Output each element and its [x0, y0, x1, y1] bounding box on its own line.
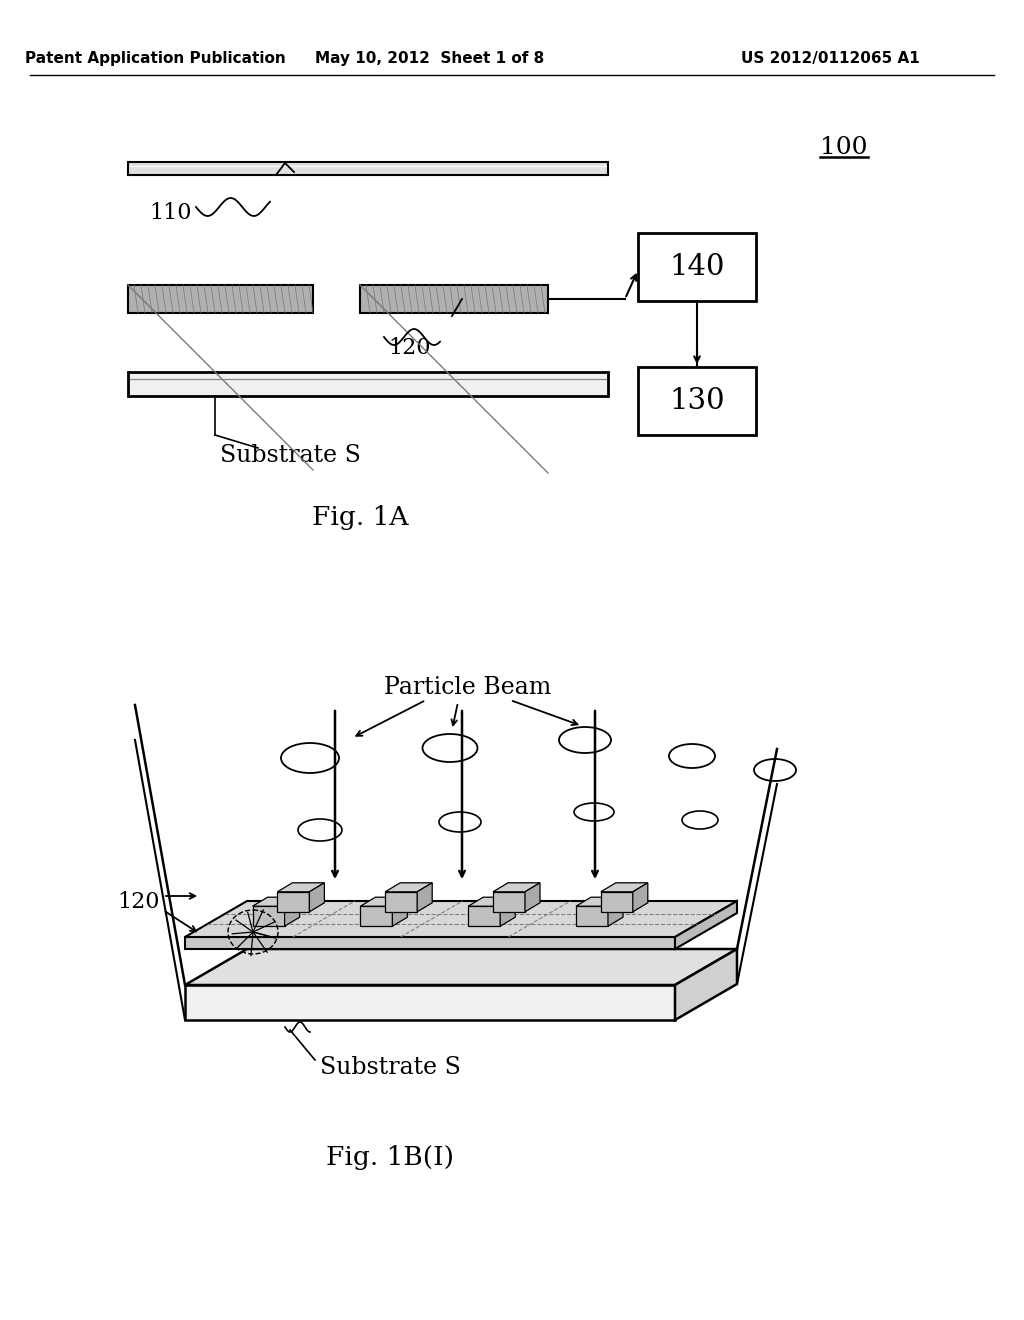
- Polygon shape: [493, 892, 525, 912]
- Polygon shape: [575, 898, 623, 907]
- Polygon shape: [385, 883, 432, 892]
- Polygon shape: [500, 898, 515, 927]
- Polygon shape: [253, 907, 285, 927]
- Bar: [638, 367, 756, 436]
- Polygon shape: [360, 898, 408, 907]
- Bar: [128, 162, 608, 176]
- Polygon shape: [185, 949, 737, 985]
- Polygon shape: [675, 902, 737, 949]
- Text: Substrate S: Substrate S: [219, 444, 360, 466]
- Polygon shape: [278, 892, 309, 912]
- Polygon shape: [185, 985, 675, 1020]
- Polygon shape: [253, 898, 300, 907]
- Bar: [128, 285, 313, 313]
- Polygon shape: [608, 898, 623, 927]
- Bar: [360, 285, 548, 313]
- Polygon shape: [601, 883, 648, 892]
- Polygon shape: [468, 898, 515, 907]
- Polygon shape: [633, 883, 648, 912]
- Polygon shape: [525, 883, 540, 912]
- Polygon shape: [285, 898, 300, 927]
- Text: Patent Application Publication: Patent Application Publication: [25, 50, 286, 66]
- Polygon shape: [278, 883, 325, 892]
- Polygon shape: [185, 937, 675, 949]
- Bar: [128, 372, 608, 396]
- Polygon shape: [360, 907, 392, 927]
- Polygon shape: [417, 883, 432, 912]
- Polygon shape: [385, 892, 417, 912]
- Text: Particle Beam: Particle Beam: [384, 676, 552, 700]
- Text: Fig. 1A: Fig. 1A: [311, 506, 409, 531]
- Polygon shape: [185, 902, 737, 937]
- Text: 120: 120: [388, 337, 430, 359]
- Polygon shape: [493, 883, 540, 892]
- Text: 140: 140: [670, 253, 725, 281]
- Text: 130: 130: [670, 387, 725, 414]
- Bar: [638, 234, 756, 301]
- Polygon shape: [309, 883, 325, 912]
- Polygon shape: [468, 907, 500, 927]
- Text: 120: 120: [118, 891, 160, 913]
- Polygon shape: [675, 949, 737, 1020]
- Text: 100: 100: [820, 136, 867, 160]
- Text: May 10, 2012  Sheet 1 of 8: May 10, 2012 Sheet 1 of 8: [315, 50, 545, 66]
- Text: US 2012/0112065 A1: US 2012/0112065 A1: [740, 50, 920, 66]
- Polygon shape: [575, 907, 608, 927]
- Text: Fig. 1B(I): Fig. 1B(I): [326, 1146, 454, 1171]
- Polygon shape: [601, 892, 633, 912]
- Polygon shape: [392, 898, 408, 927]
- Text: 110: 110: [150, 202, 193, 224]
- Text: Substrate S: Substrate S: [319, 1056, 461, 1080]
